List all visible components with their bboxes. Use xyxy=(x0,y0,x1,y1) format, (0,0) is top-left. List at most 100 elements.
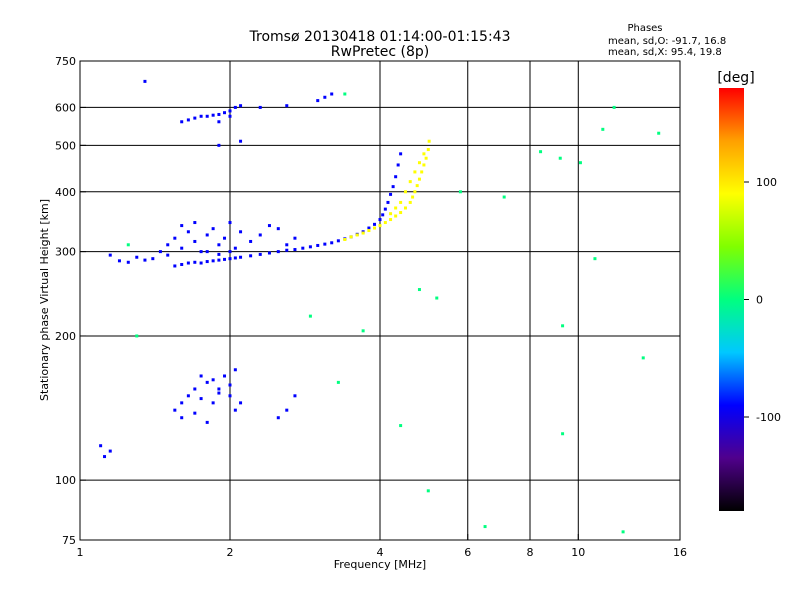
data-point-s2-9 xyxy=(403,206,407,210)
data-point-s0-5 xyxy=(205,260,209,264)
data-point-s0-20 xyxy=(316,243,320,247)
data-point-s0-7 xyxy=(217,258,221,262)
data-point-s1-18 xyxy=(166,253,170,257)
data-point-s0-14 xyxy=(267,251,271,255)
data-point-s0-36 xyxy=(394,175,398,179)
data-point-s1-8 xyxy=(211,227,215,231)
data-point-s2-20 xyxy=(403,190,407,194)
data-point-s2-29 xyxy=(343,237,347,241)
data-point-s3-15 xyxy=(330,92,334,96)
data-point-s4-3 xyxy=(193,387,197,391)
data-point-s1-29 xyxy=(126,260,130,264)
data-point-s0-23 xyxy=(336,239,340,243)
data-point-s2-3 xyxy=(373,226,377,230)
data-point-s2-5 xyxy=(383,221,387,225)
data-point-s4-1 xyxy=(180,401,184,405)
data-point-s4-18 xyxy=(199,374,203,378)
data-point-s5-5 xyxy=(417,288,421,292)
data-point-s2-1 xyxy=(361,231,365,235)
data-point-s3-2 xyxy=(193,116,197,120)
data-point-s0-21 xyxy=(323,242,327,246)
data-point-s0-18 xyxy=(301,246,305,250)
data-point-s0-15 xyxy=(276,250,280,254)
data-point-s4-22 xyxy=(276,416,280,420)
data-point-s0-9 xyxy=(228,257,232,261)
data-point-s2-22 xyxy=(413,170,417,174)
data-point-s4-15 xyxy=(217,387,221,391)
stats-line-o: mean, sd,O: -91.7, 16.8 xyxy=(608,36,726,47)
data-point-s0-32 xyxy=(383,207,387,211)
data-point-s5-14 xyxy=(601,127,605,131)
data-point-s2-25 xyxy=(399,200,403,204)
data-point-s2-10 xyxy=(408,200,412,204)
data-point-s5-13 xyxy=(578,161,582,165)
data-point-s0-2 xyxy=(186,261,190,265)
data-point-s0-16 xyxy=(285,248,289,252)
data-point-s1-7 xyxy=(205,233,209,237)
data-point-s1-28 xyxy=(135,255,139,259)
data-point-s3-1 xyxy=(186,118,190,122)
data-point-s0-30 xyxy=(378,218,382,222)
data-point-s1-23 xyxy=(228,250,232,254)
data-point-s0-35 xyxy=(391,185,395,189)
data-point-s5-15 xyxy=(612,105,616,109)
data-point-s3-17 xyxy=(228,114,232,118)
data-point-s5-22 xyxy=(426,489,430,493)
data-point-s1-17 xyxy=(293,236,297,240)
data-point-s1-22 xyxy=(217,252,221,256)
data-point-s0-8 xyxy=(223,257,227,261)
y-tick-label-200: 200 xyxy=(55,330,76,343)
x-tick-label-10: 10 xyxy=(571,546,585,559)
data-point-s0-37 xyxy=(396,163,400,167)
data-point-s4-6 xyxy=(211,401,215,405)
data-point-s1-11 xyxy=(228,221,232,225)
data-point-s4-10 xyxy=(233,408,237,412)
y-tick-label-100: 100 xyxy=(55,474,76,487)
data-point-s3-20 xyxy=(143,79,147,83)
data-point-s5-16 xyxy=(621,530,625,534)
data-point-s0-11 xyxy=(239,255,243,259)
data-point-s3-8 xyxy=(228,109,232,113)
data-point-s2-6 xyxy=(389,218,393,222)
data-point-s0-13 xyxy=(258,252,262,256)
data-point-s2-8 xyxy=(399,211,403,215)
data-point-s1-20 xyxy=(193,221,197,225)
data-point-s4-0 xyxy=(173,408,177,412)
data-point-s1-5 xyxy=(193,239,197,243)
data-point-s5-0 xyxy=(126,243,130,247)
colorbar xyxy=(719,88,744,511)
data-point-s4-21 xyxy=(293,394,297,398)
data-point-s5-20 xyxy=(343,92,347,96)
data-point-s2-14 xyxy=(417,177,421,181)
data-point-s3-11 xyxy=(258,105,262,109)
y-tick-label-75: 75 xyxy=(62,534,76,547)
x-tick-label-1: 1 xyxy=(77,546,84,559)
data-point-s1-10 xyxy=(223,236,227,240)
y-tick-label-750: 750 xyxy=(55,55,76,68)
x-tick-label-16: 16 xyxy=(673,546,687,559)
y-tick-label-300: 300 xyxy=(55,246,76,259)
data-point-s1-6 xyxy=(199,250,203,254)
data-point-s2-13 xyxy=(415,184,419,188)
data-point-s5-3 xyxy=(336,380,340,384)
data-point-s1-24 xyxy=(267,224,271,228)
data-point-s0-19 xyxy=(308,245,312,249)
data-point-s2-0 xyxy=(355,233,359,237)
data-point-s1-19 xyxy=(180,224,184,228)
colorbar-tick-label-0: 0 xyxy=(756,294,763,307)
data-point-s3-16 xyxy=(217,120,221,124)
data-point-s4-25 xyxy=(99,444,103,448)
data-point-s2-21 xyxy=(408,180,412,184)
data-point-s5-8 xyxy=(483,525,487,529)
data-point-s4-17 xyxy=(233,368,237,372)
data-point-s1-15 xyxy=(258,233,262,237)
data-point-s0-22 xyxy=(330,241,334,245)
data-point-s0-4 xyxy=(199,261,203,265)
data-point-s5-23 xyxy=(593,257,597,261)
data-point-s2-26 xyxy=(394,206,398,210)
data-point-s1-3 xyxy=(180,246,184,250)
data-point-s1-25 xyxy=(285,243,289,247)
data-point-s5-12 xyxy=(558,156,562,160)
colorbar-tick-label--100: -100 xyxy=(756,411,781,424)
